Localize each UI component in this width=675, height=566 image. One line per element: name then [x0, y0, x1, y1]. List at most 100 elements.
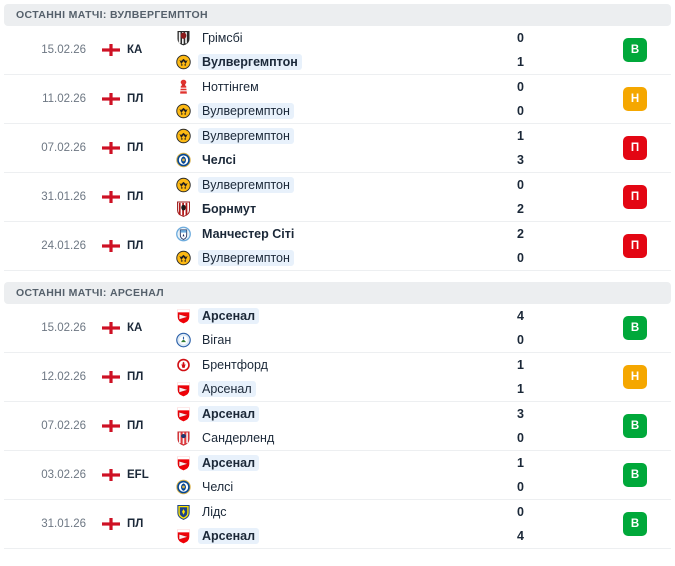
match-result-cell: В [599, 304, 671, 352]
status-badge: В [623, 463, 647, 487]
match-date: 31.01.26 [41, 191, 86, 203]
match-league-cell[interactable]: ПЛ [90, 500, 174, 548]
home-team[interactable]: Брентфорд [176, 357, 481, 374]
wolves-crest-icon [176, 250, 191, 266]
table-row[interactable]: 31.01.26 ПЛ Вулвергемптон Борнмут 0 2 П [4, 173, 671, 222]
match-teams-cell: Вулвергемптон Челсі [174, 124, 481, 172]
away-team[interactable]: Віган [176, 332, 481, 349]
table-row[interactable]: 15.02.26 КА Арсенал Віган 4 0 В [4, 304, 671, 353]
home-score: 3 [517, 407, 524, 421]
league-label: КА [127, 44, 143, 56]
match-league-cell[interactable]: EFL [90, 451, 174, 499]
home-team[interactable]: Ноттінгем [176, 79, 481, 96]
wigan-crest-icon [176, 332, 191, 348]
england-flag-icon [102, 142, 120, 154]
match-league-cell[interactable]: ПЛ [90, 173, 174, 221]
mancity-crest-icon [176, 226, 191, 242]
table-row[interactable]: 12.02.26 ПЛ Брентфорд Арсенал 1 1 Н [4, 353, 671, 402]
england-flag-icon [102, 371, 120, 383]
wolves-crest-icon [176, 54, 191, 70]
home-score: 1 [517, 456, 524, 470]
status-badge: П [623, 136, 647, 160]
home-team[interactable]: Арсенал [176, 308, 481, 325]
england-flag-icon [102, 518, 120, 530]
table-row[interactable]: 03.02.26 EFL Арсенал Челсі 1 0 В [4, 451, 671, 500]
england-flag-icon [102, 322, 120, 334]
away-score: 1 [517, 382, 524, 396]
grimsby-crest-icon [177, 30, 190, 46]
away-team-name: Віган [202, 333, 232, 347]
table-row[interactable]: 11.02.26 ПЛ Ноттінгем Вулвергемптон 0 0 Н [4, 75, 671, 124]
home-team[interactable]: Вулвергемптон [176, 128, 481, 145]
away-team[interactable]: Арсенал [176, 528, 481, 545]
match-league-cell[interactable]: ПЛ [90, 222, 174, 270]
away-team[interactable]: Борнмут [176, 201, 481, 218]
league-label: ПЛ [127, 93, 144, 105]
recent-matches-section: ОСТАННІ МАТЧІ: ВУЛВЕРГЕМПТОН 15.02.26 КА Гр… [0, 4, 675, 278]
table-row[interactable]: 15.02.26 КА Грімсбі Вулвергемптон 0 1 В [4, 26, 671, 75]
away-team[interactable]: Сандерленд [176, 430, 481, 447]
league-label: ПЛ [127, 240, 144, 252]
away-team[interactable]: Челсі [176, 152, 481, 169]
section-header: ОСТАННІ МАТЧІ: ВУЛВЕРГЕМПТОН [4, 4, 671, 26]
league-label: ПЛ [127, 518, 144, 530]
table-row[interactable]: 07.02.26 ПЛ Вулвергемптон Челсі 1 3 П [4, 124, 671, 173]
match-date-cell: 31.01.26 [4, 500, 90, 548]
match-league-cell[interactable]: ПЛ [90, 353, 174, 401]
match-league-cell[interactable]: КА [90, 304, 174, 352]
match-list: 15.02.26 КА Грімсбі Вулвергемптон 0 1 В 11.02.2… [0, 26, 675, 271]
match-date-cell: 31.01.26 [4, 173, 90, 221]
match-league-cell[interactable]: ПЛ [90, 402, 174, 450]
match-result-cell: В [599, 402, 671, 450]
brentford-crest-icon [176, 357, 191, 373]
section-title: ОСТАННІ МАТЧІ: ВУЛВЕРГЕМПТОН [16, 9, 208, 21]
home-team[interactable]: Арсенал [176, 406, 481, 423]
leeds-crest-icon [177, 505, 190, 520]
home-team-name: Грімсбі [202, 31, 243, 45]
wolves-crest-icon [176, 177, 191, 193]
table-row[interactable]: 24.01.26 ПЛ Манчестер Сіті Вулвергемптон 2 0 П [4, 222, 671, 271]
away-team[interactable]: Челсі [176, 479, 481, 496]
away-team[interactable]: Вулвергемптон [176, 103, 481, 120]
match-teams-cell: Брентфорд Арсенал [174, 353, 481, 401]
league-label: EFL [127, 469, 149, 481]
home-team[interactable]: Лідс [176, 504, 481, 521]
home-team[interactable]: Арсенал [176, 455, 481, 472]
home-team[interactable]: Грімсбі [176, 30, 481, 47]
match-teams-cell: Манчестер Сіті Вулвергемптон [174, 222, 481, 270]
home-team[interactable]: Манчестер Сіті [176, 226, 481, 243]
away-team[interactable]: Вулвергемптон [176, 250, 481, 267]
home-team-name: Вулвергемптон [198, 177, 294, 193]
match-date: 15.02.26 [41, 44, 86, 56]
status-badge: Н [623, 87, 647, 111]
england-flag-icon [102, 93, 120, 105]
match-league-cell[interactable]: КА [90, 26, 174, 74]
table-row[interactable]: 07.02.26 ПЛ Арсенал Сандерленд 3 0 В [4, 402, 671, 451]
away-team[interactable]: Вулвергемптон [176, 54, 481, 71]
home-team[interactable]: Вулвергемптон [176, 177, 481, 194]
match-list: 15.02.26 КА Арсенал Віган 4 0 В 12.02.26 ПЛ Брент… [0, 304, 675, 549]
home-score: 0 [517, 80, 524, 94]
away-team[interactable]: Арсенал [176, 381, 481, 398]
sunderland-crest-icon [177, 431, 190, 446]
arsenal-crest-icon [177, 382, 190, 397]
match-date: 11.02.26 [42, 93, 86, 105]
home-team-name: Арсенал [198, 308, 260, 324]
match-league-cell[interactable]: ПЛ [90, 124, 174, 172]
match-league-cell[interactable]: ПЛ [90, 75, 174, 123]
arsenal-crest-icon [177, 407, 190, 422]
home-score: 1 [517, 358, 524, 372]
home-score: 2 [517, 227, 524, 241]
status-badge: В [623, 414, 647, 438]
away-team-name: Вулвергемптон [198, 103, 294, 119]
league-label: ПЛ [127, 191, 144, 203]
status-badge: П [623, 234, 647, 258]
away-score: 3 [517, 153, 524, 167]
england-flag-icon [102, 469, 120, 481]
table-row[interactable]: 31.01.26 ПЛ Лідс Арсенал 0 4 В [4, 500, 671, 549]
